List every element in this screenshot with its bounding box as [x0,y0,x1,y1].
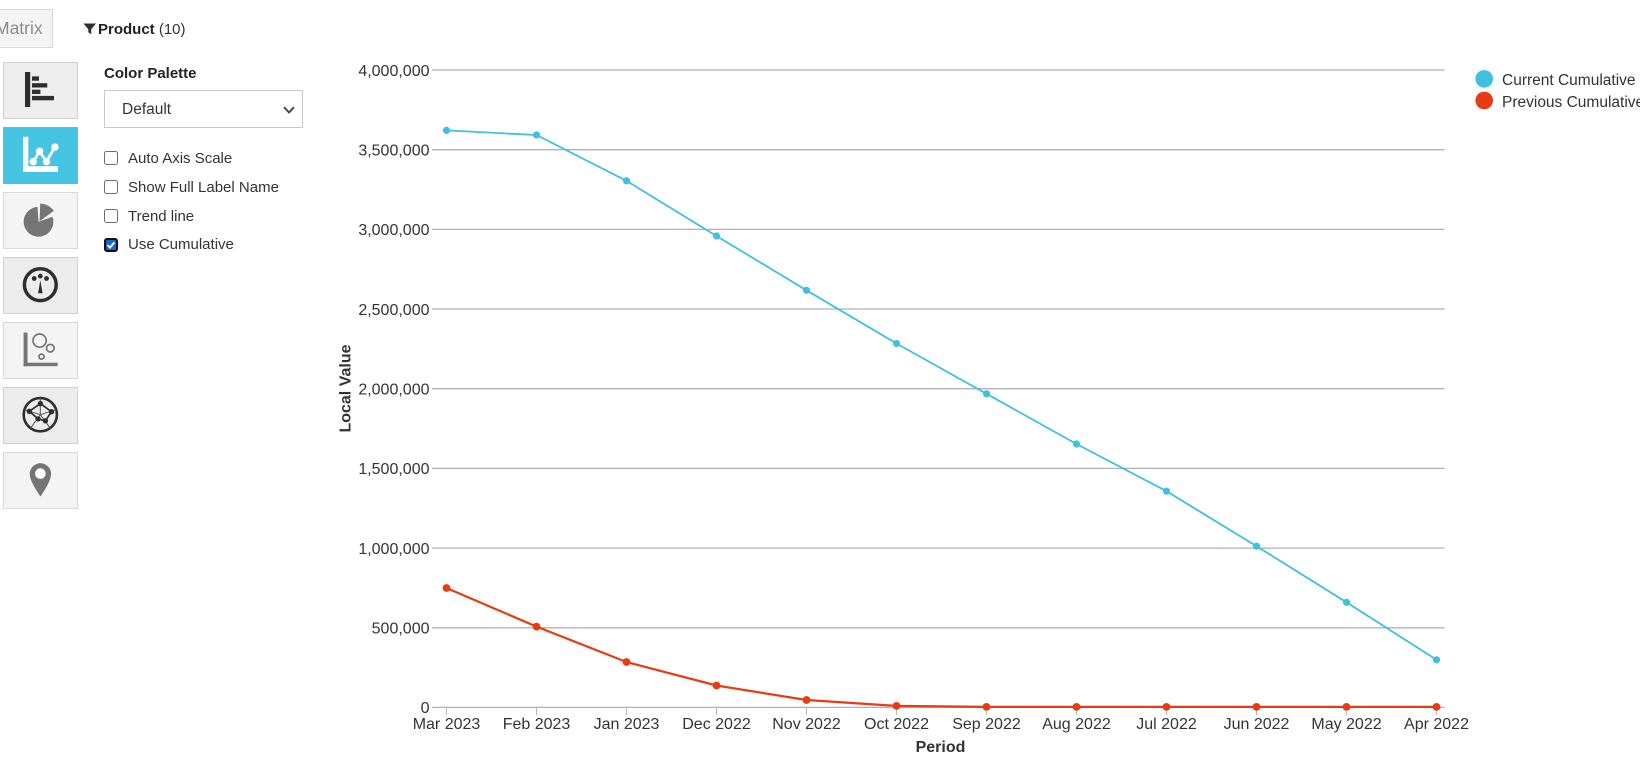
svg-text:1,000,000: 1,000,000 [358,541,429,558]
svg-text:3,500,000: 3,500,000 [358,143,429,160]
svg-text:Previous Cumulative: Previous Cumulative [1502,94,1640,111]
svg-text:Nov 2022: Nov 2022 [772,716,841,733]
svg-text:Mar 2023: Mar 2023 [413,716,481,733]
svg-text:Dec 2022: Dec 2022 [682,716,751,733]
svg-text:Period: Period [916,739,966,756]
svg-text:1,500,000: 1,500,000 [358,461,429,478]
svg-text:Jan 2023: Jan 2023 [594,716,660,733]
svg-text:Oct 2022: Oct 2022 [864,716,929,733]
svg-text:Sep 2022: Sep 2022 [952,716,1021,733]
svg-text:2,000,000: 2,000,000 [358,382,429,399]
svg-text:Jun 2022: Jun 2022 [1224,716,1290,733]
svg-text:Feb 2023: Feb 2023 [503,716,571,733]
svg-text:2,500,000: 2,500,000 [358,302,429,319]
svg-text:4,000,000: 4,000,000 [358,63,429,80]
svg-text:500,000: 500,000 [372,621,430,638]
svg-text:Aug 2022: Aug 2022 [1042,716,1111,733]
svg-text:0: 0 [421,700,430,717]
svg-text:Current Cumulative: Current Cumulative [1502,72,1636,89]
svg-text:Jul 2022: Jul 2022 [1136,716,1197,733]
svg-text:May 2022: May 2022 [1311,716,1381,733]
svg-text:3,000,000: 3,000,000 [358,222,429,239]
svg-text:Apr 2022: Apr 2022 [1404,716,1469,733]
svg-text:Local Value: Local Value [338,344,355,432]
